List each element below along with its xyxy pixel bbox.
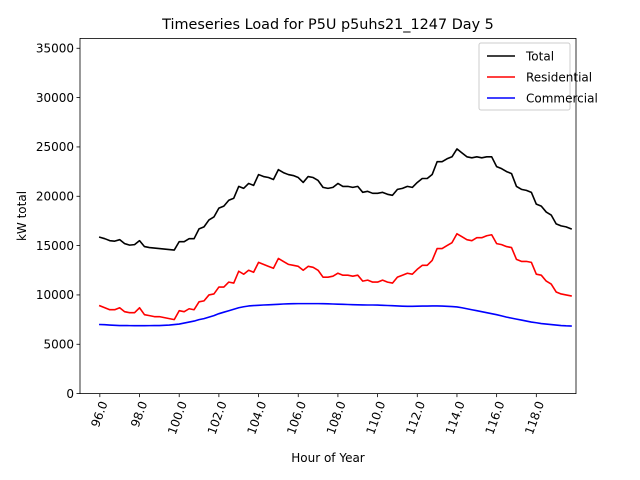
legend-label-commercial: Commercial (526, 91, 598, 105)
y-tick-label: 30000 (36, 91, 74, 105)
x-axis-label: Hour of Year (291, 451, 365, 465)
series-layer (98, 148, 573, 327)
y-tick-label: 20000 (36, 190, 74, 204)
series-line-residential (98, 232, 572, 321)
x-tick-label: 104.0 (244, 399, 269, 436)
legend-entries: Total Residential Commercial (487, 49, 598, 105)
x-tick-label: 98.0 (128, 399, 150, 429)
y-tick-label: 15000 (36, 239, 74, 253)
y-tick-label: 35000 (36, 42, 74, 56)
x-tick-label: 118.0 (522, 399, 547, 436)
x-tick-label: 110.0 (363, 399, 388, 436)
x-tick-label: 108.0 (324, 399, 349, 436)
legend-label-residential: Residential (526, 70, 592, 84)
series-line-commercial (99, 302, 572, 327)
x-tick-label: 112.0 (403, 399, 428, 436)
x-tick-label: 106.0 (284, 399, 309, 436)
x-tick-label: 114.0 (443, 399, 468, 436)
chart-title: Timeseries Load for P5U p5uhs21_1247 Day… (161, 17, 494, 33)
y-axis-ticks: 0 5000 10000 15000 20000 25000 30000 35000 (36, 42, 80, 401)
plot-frame (79, 38, 577, 395)
legend-box (478, 42, 571, 111)
y-tick-label: 25000 (36, 140, 74, 154)
y-tick-label: 5000 (43, 338, 74, 352)
x-tick-label: 100.0 (165, 399, 190, 436)
series-line-total (98, 148, 573, 251)
x-axis-ticks: 96.0 98.0 100.0 102.0 104.0 106.0 108.0 110.0 11… (88, 393, 547, 436)
x-tick-label: 102.0 (205, 399, 230, 436)
y-axis-label: kW total (15, 191, 29, 241)
y-tick-label: 10000 (36, 288, 74, 302)
legend-label-total: Total (525, 49, 554, 63)
y-tick-label: 0 (66, 387, 74, 401)
x-tick-label: 96.0 (88, 399, 110, 429)
x-tick-label: 116.0 (482, 399, 507, 436)
legend: Total Residential Commercial (478, 42, 598, 111)
